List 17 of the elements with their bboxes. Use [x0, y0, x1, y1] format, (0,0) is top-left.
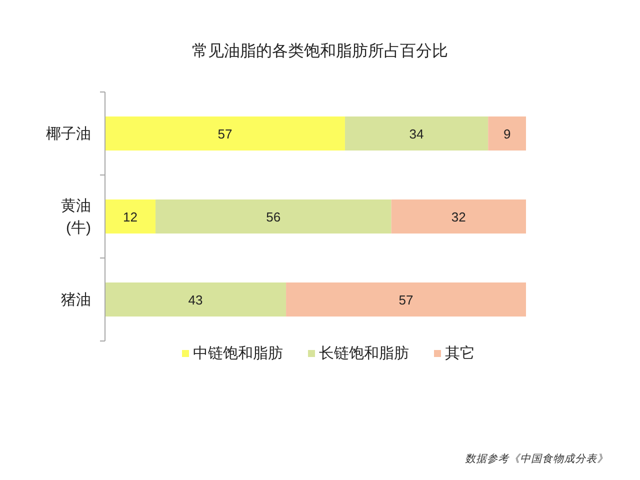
category-label: 椰子油 [46, 126, 91, 142]
legend-label: 中链饱和脂肪 [193, 345, 283, 362]
data-label: 32 [451, 210, 466, 224]
annotation: 数据参考《中国食物成分表》 [465, 453, 608, 465]
category-label: (牛) [66, 220, 91, 236]
legend-label: 长链饱和脂肪 [319, 345, 409, 362]
data-label: 57 [398, 292, 414, 308]
category-label: 猪油 [61, 292, 91, 308]
data-label: 43 [188, 292, 203, 308]
data-label: 9 [503, 126, 511, 142]
title: 常见油脂的各类饱和脂肪所占百分比 [192, 43, 448, 60]
legend-label: 其它 [445, 345, 475, 362]
data-label: 12 [123, 210, 138, 224]
data-label: 57 [218, 126, 232, 142]
data-label: 56 [266, 210, 281, 224]
category-label: 黄油 [61, 198, 91, 214]
data-label: 34 [409, 126, 424, 142]
